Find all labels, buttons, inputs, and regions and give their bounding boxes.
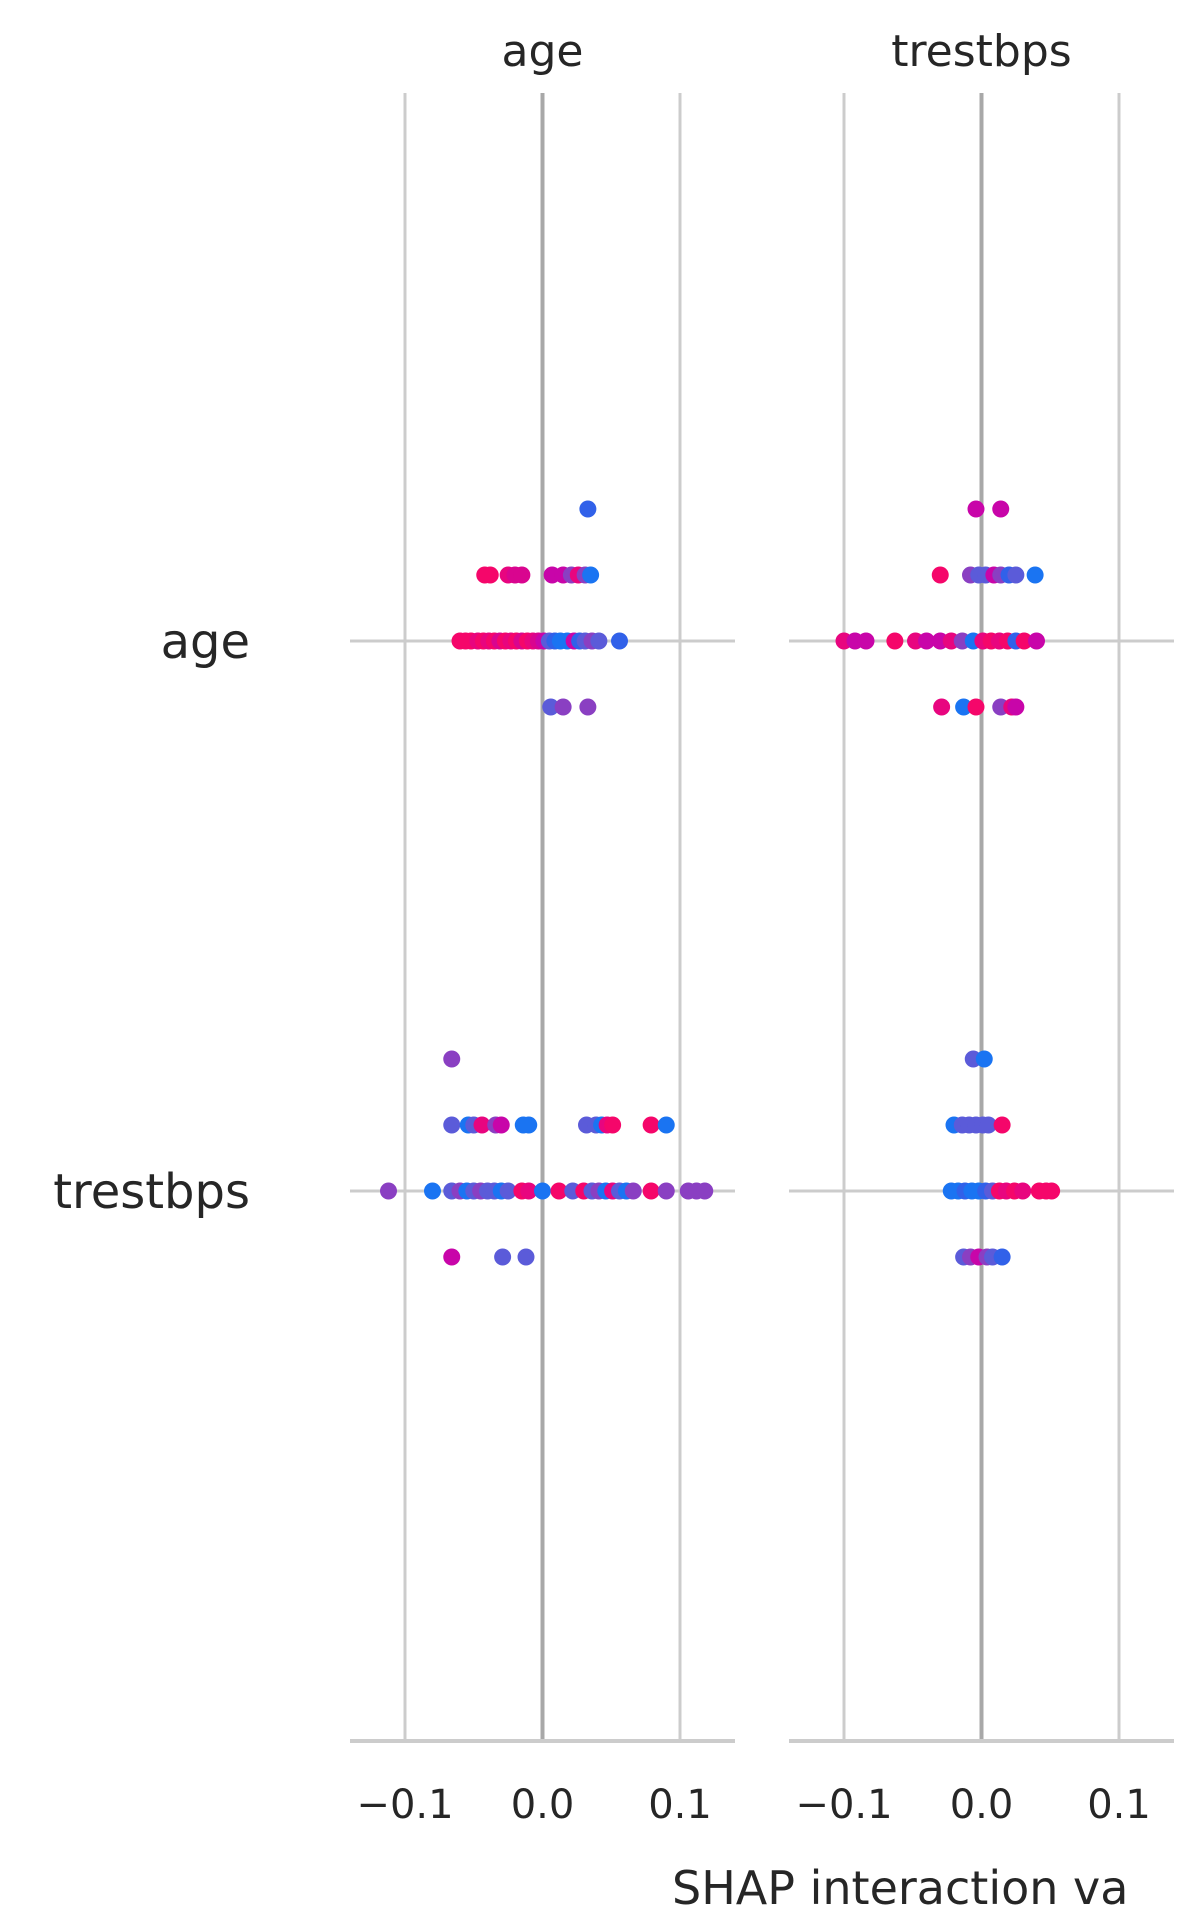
data-point bbox=[1015, 632, 1033, 650]
vertical-gridlines bbox=[842, 93, 1121, 1741]
data-point bbox=[918, 632, 935, 650]
data-point bbox=[642, 1182, 660, 1200]
data-point bbox=[513, 566, 531, 584]
data-point bbox=[857, 632, 875, 650]
data-point bbox=[886, 632, 904, 650]
data-point bbox=[1028, 632, 1045, 650]
x-axis-label: SHAP interaction va bbox=[672, 1861, 1128, 1915]
data-point bbox=[624, 1182, 642, 1200]
x-tick-labels: −0.1 0.0 0.1 bbox=[356, 1782, 711, 1828]
data-point bbox=[642, 1116, 660, 1134]
data-point bbox=[481, 566, 499, 584]
panel-trestbps: trestbps −0.1 0.0 0.1 bbox=[789, 26, 1174, 1828]
row-label-trestbps: trestbps bbox=[53, 1164, 250, 1220]
data-point bbox=[443, 1116, 461, 1134]
data-point bbox=[1026, 566, 1044, 584]
x-tick-labels: −0.1 0.0 0.1 bbox=[795, 1782, 1150, 1828]
data-point bbox=[494, 1248, 512, 1266]
data-point bbox=[534, 1182, 551, 1200]
data-point bbox=[473, 1116, 491, 1134]
data-point bbox=[517, 1248, 535, 1266]
data-point bbox=[443, 1248, 461, 1266]
data-point bbox=[967, 500, 985, 518]
data-point bbox=[1007, 698, 1025, 716]
data-point bbox=[542, 698, 560, 716]
data-point bbox=[967, 698, 985, 716]
data-point bbox=[992, 500, 1010, 518]
vertical-gridlines bbox=[403, 93, 682, 1741]
data-point bbox=[604, 1116, 622, 1134]
data-point bbox=[579, 500, 597, 518]
data-point bbox=[424, 1182, 441, 1200]
data-point bbox=[955, 698, 973, 716]
data-point bbox=[554, 698, 572, 716]
data-point bbox=[657, 1182, 675, 1200]
data-point bbox=[1014, 1182, 1032, 1200]
x-tick-label: −0.1 bbox=[795, 1782, 892, 1828]
x-tick-label: 0.1 bbox=[1087, 1782, 1151, 1828]
data-point bbox=[933, 698, 951, 716]
data-point bbox=[443, 1050, 461, 1068]
data-point bbox=[579, 698, 597, 716]
data-point bbox=[657, 1116, 675, 1134]
scatter-points bbox=[380, 500, 714, 1266]
data-point bbox=[590, 632, 608, 650]
x-tick-label: 0.0 bbox=[950, 1782, 1014, 1828]
data-point bbox=[1043, 1182, 1061, 1200]
x-tick-label: 0.0 bbox=[511, 1782, 575, 1828]
panel-title: trestbps bbox=[891, 26, 1071, 77]
data-point bbox=[931, 566, 949, 584]
data-point bbox=[520, 1116, 538, 1134]
data-point bbox=[380, 1182, 397, 1200]
panel-title: age bbox=[502, 26, 584, 77]
data-point bbox=[993, 1116, 1011, 1134]
scatter-points bbox=[835, 500, 1061, 1266]
data-point bbox=[520, 1182, 538, 1200]
data-point bbox=[582, 566, 600, 584]
x-tick-label: −0.1 bbox=[356, 1782, 453, 1828]
row-label-age: age bbox=[161, 614, 250, 670]
panel-age: age −0.1 0.0 0.1 bbox=[350, 26, 735, 1828]
data-point bbox=[550, 1182, 568, 1200]
data-point bbox=[1007, 566, 1025, 584]
data-point bbox=[993, 1248, 1011, 1266]
data-point bbox=[696, 1182, 714, 1200]
data-point bbox=[499, 1182, 517, 1200]
data-point bbox=[975, 1050, 993, 1068]
data-point bbox=[979, 1116, 997, 1134]
x-tick-label: 0.1 bbox=[648, 1782, 712, 1828]
data-point bbox=[611, 632, 628, 650]
data-point bbox=[492, 1116, 510, 1134]
